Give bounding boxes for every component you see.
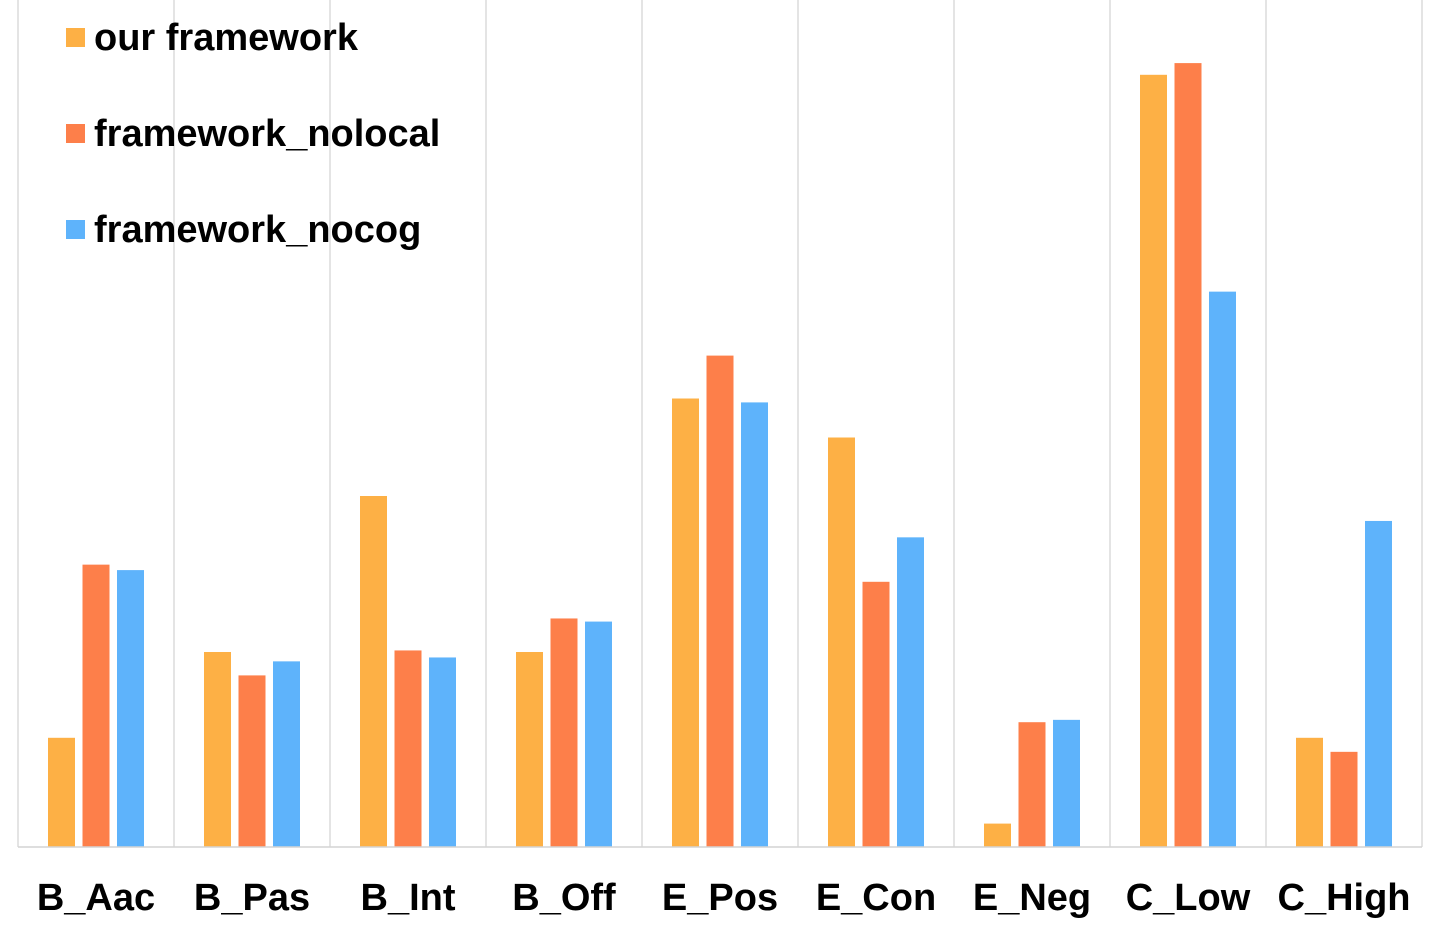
bar: [862, 581, 890, 847]
bar: [238, 675, 266, 847]
bar: [1330, 751, 1358, 847]
legend-label: framework_nocog: [94, 209, 421, 251]
x-tick-label: B_Off: [512, 877, 616, 919]
legend: our framework framework_nolocal framework_…: [66, 17, 440, 251]
x-tick-label: C_Low: [1126, 877, 1251, 919]
legend-label: our framework: [94, 17, 359, 59]
bar: [360, 496, 387, 847]
bar: [1174, 63, 1202, 848]
bar: [394, 650, 422, 847]
legend-swatch: [66, 28, 85, 47]
x-tick-label: B_Pas: [194, 877, 310, 919]
bar: [706, 355, 734, 847]
bar: [204, 652, 231, 847]
bar: [672, 398, 699, 847]
x-tick-label: E_Neg: [973, 877, 1091, 919]
bar: [897, 537, 924, 847]
x-tick-label: B_Int: [361, 877, 456, 919]
bar: [82, 564, 110, 847]
bar: [984, 823, 1011, 847]
bar: [1296, 737, 1323, 847]
bars: [48, 63, 1392, 848]
legend-swatch: [66, 124, 85, 143]
legend-label: framework_nolocal: [94, 113, 440, 155]
x-tick-label: B_Aac: [37, 877, 155, 919]
bar: [1365, 520, 1392, 847]
bar: [48, 737, 75, 847]
bar: [273, 661, 300, 847]
bar: [828, 437, 855, 847]
bar: [550, 618, 578, 847]
bar: [1053, 719, 1080, 847]
bar: [585, 621, 612, 847]
x-tick-label: C_High: [1278, 877, 1411, 919]
bar: [741, 402, 768, 847]
bar: [117, 570, 144, 847]
grid-lines: [17, 0, 1423, 847]
bar: [1209, 291, 1236, 847]
bar: [516, 652, 543, 847]
x-tick-label: E_Con: [816, 877, 936, 919]
bar: [1018, 722, 1046, 847]
bar: [429, 657, 456, 847]
legend-swatch: [66, 220, 85, 239]
bar: [1140, 74, 1167, 848]
x-tick-label: E_Pos: [662, 877, 778, 919]
x-axis: B_Aac B_Pas B_Int B_Off E_Pos E_Con E_Neg C_Low…: [18, 846, 1422, 919]
